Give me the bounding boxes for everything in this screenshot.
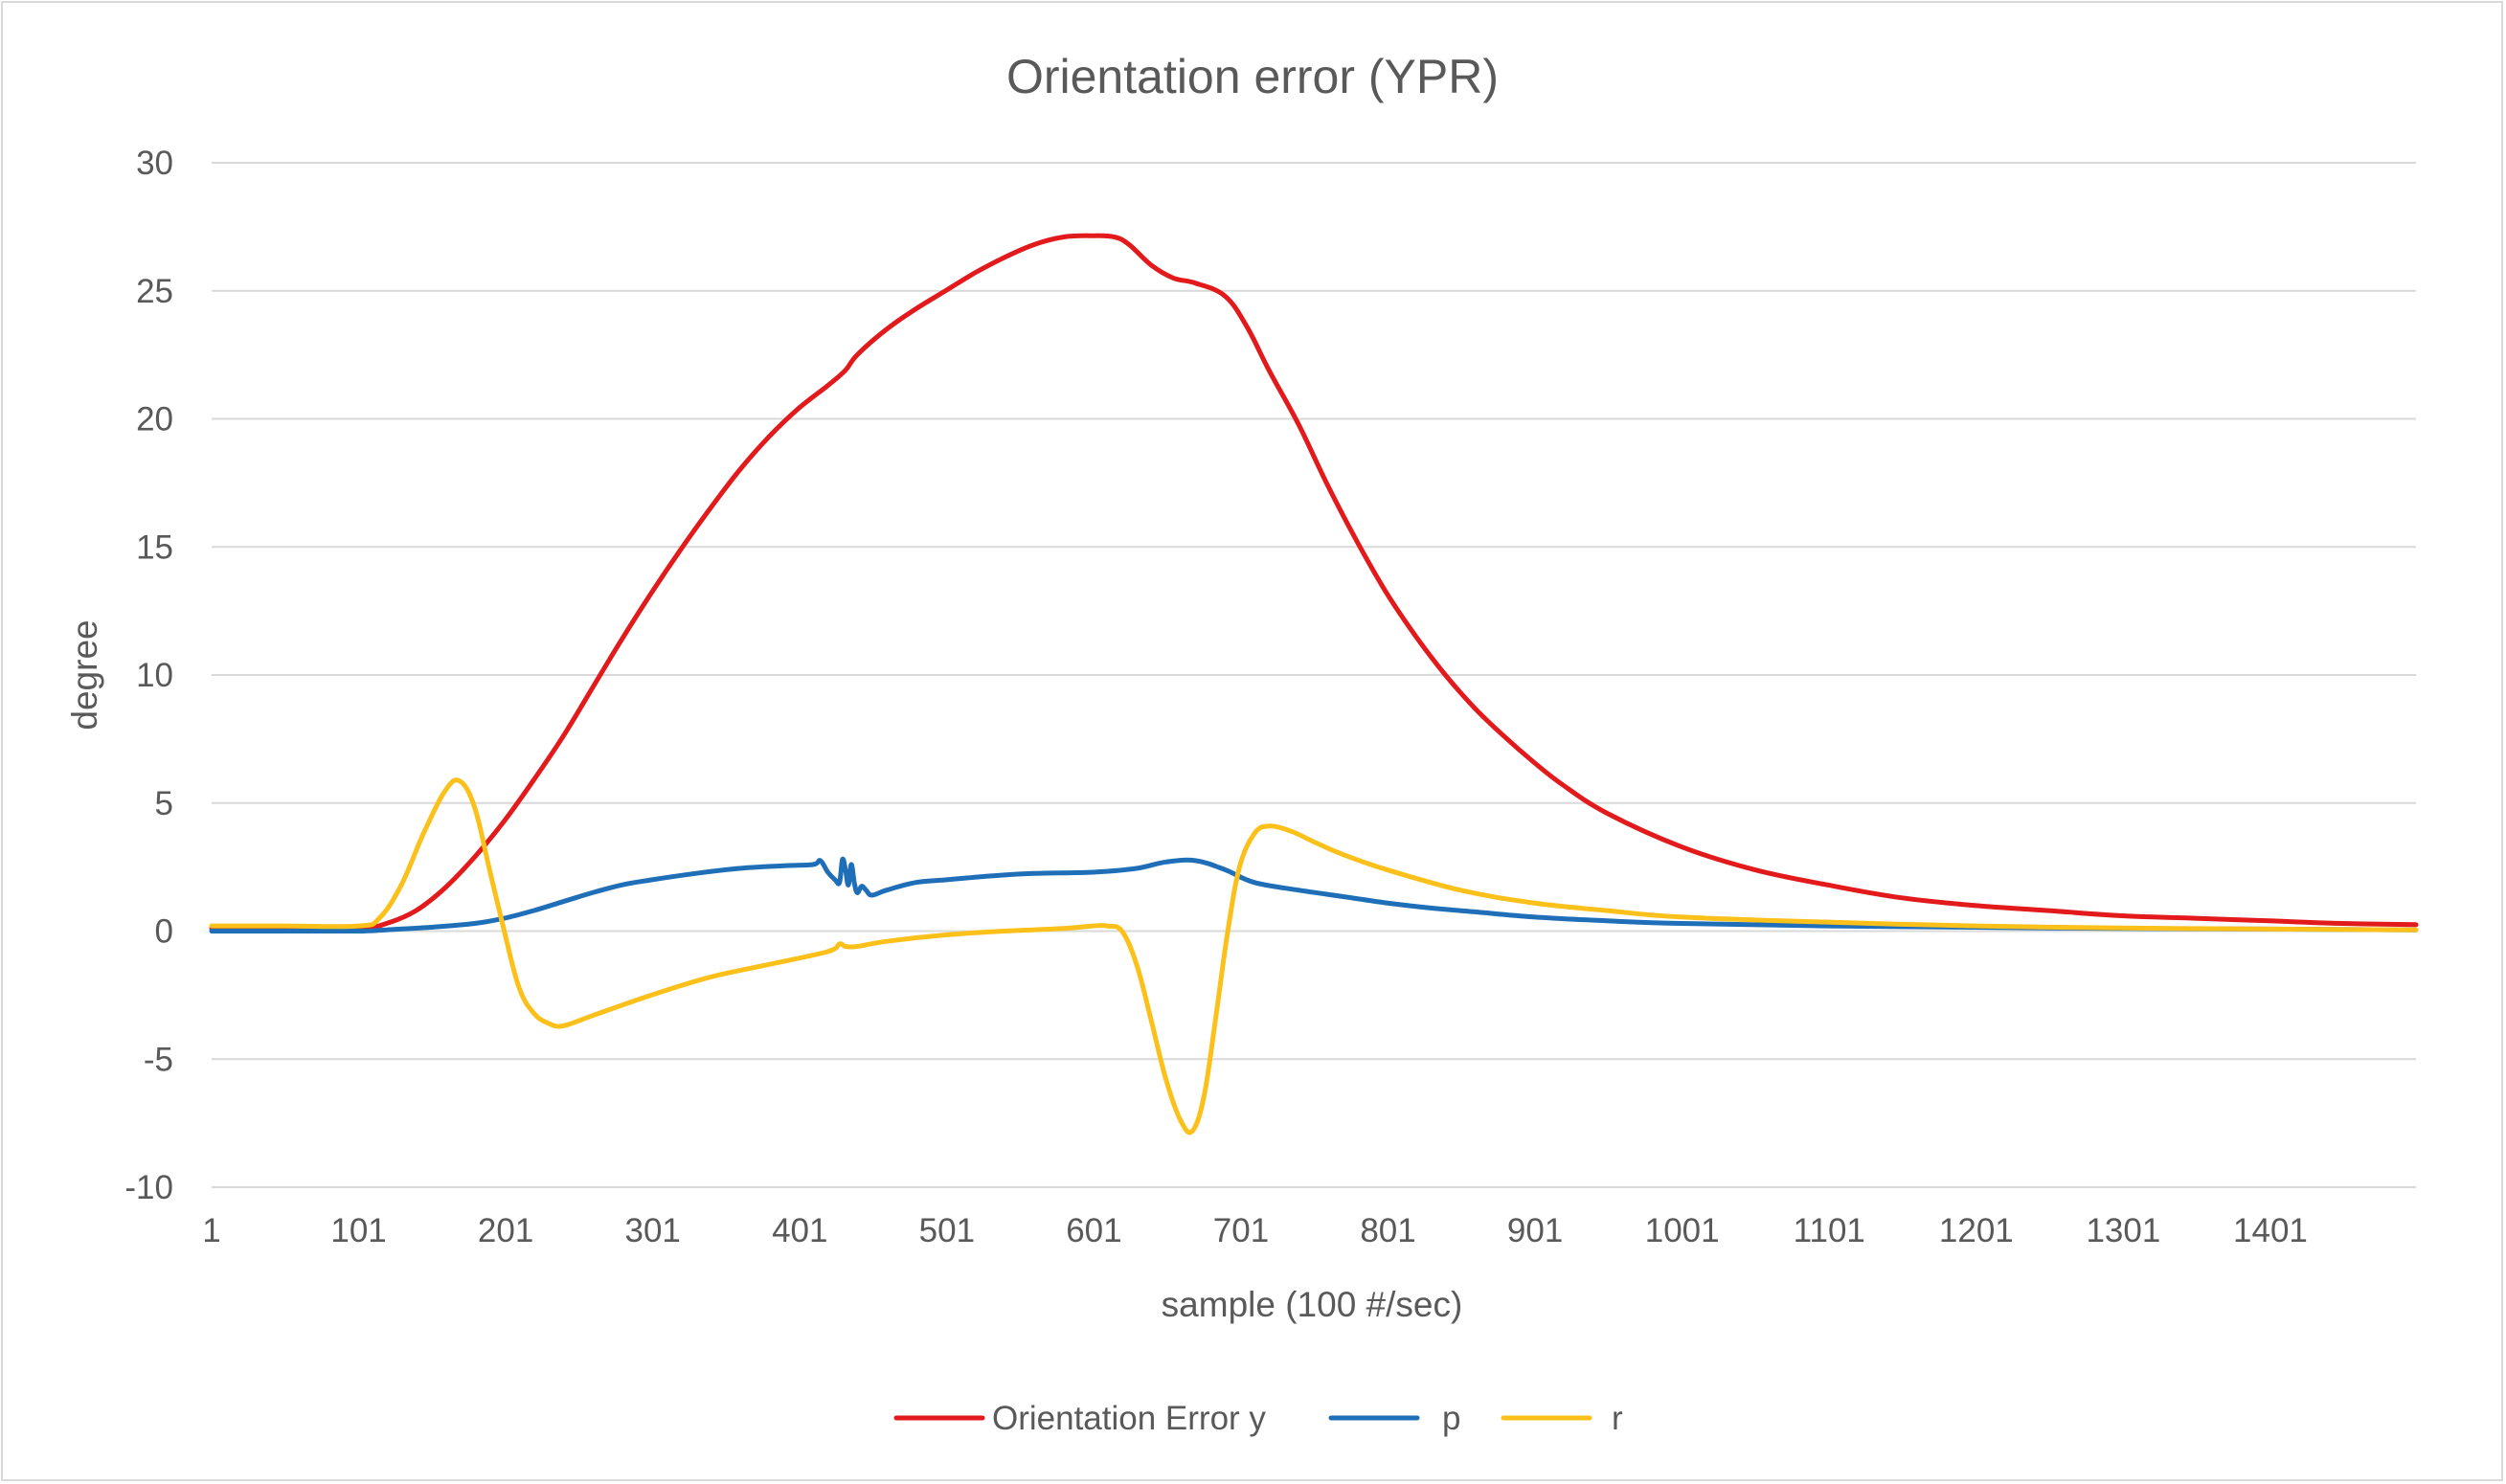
x-tick-label: 1 — [202, 1212, 220, 1249]
x-tick-label: 1001 — [1645, 1212, 1720, 1249]
y-tick-label: 10 — [136, 657, 173, 694]
series-line-r — [209, 777, 2419, 1135]
x-tick-label: 301 — [625, 1212, 681, 1249]
chart-title: Orientation error (YPR) — [1006, 50, 1499, 103]
y-tick-label: 30 — [136, 145, 173, 182]
x-tick-label: 601 — [1066, 1212, 1121, 1249]
x-tick-label: 201 — [478, 1212, 533, 1249]
y-tick-label: -5 — [144, 1041, 173, 1078]
x-tick-label: 1101 — [1794, 1212, 1865, 1249]
series-line-p — [209, 856, 2419, 934]
x-tick-label: 801 — [1360, 1212, 1415, 1249]
legend-label: Orientation Error y — [992, 1400, 1266, 1437]
y-tick-label: 15 — [136, 528, 173, 566]
gridlines — [212, 162, 2416, 1188]
y-axis-label: degree — [65, 619, 104, 730]
y-tick-label: 25 — [136, 273, 173, 310]
y-tick-label: -10 — [124, 1169, 173, 1206]
y-tick-label: 5 — [155, 785, 173, 822]
y-axis-ticks: 30 25 20 15 10 5 0 -5 -10 — [124, 145, 173, 1206]
x-axis-ticks: 1 101 201 301 401 501 601 701 801 901 1001 1101 1201… — [202, 1212, 2308, 1249]
series-lines — [209, 233, 2419, 1135]
x-tick-label: 1401 — [2233, 1212, 2308, 1249]
y-tick-label: 20 — [136, 401, 173, 438]
y-tick-label: 0 — [155, 913, 173, 951]
x-tick-label: 101 — [330, 1212, 386, 1249]
x-tick-label: 1301 — [2086, 1212, 2160, 1249]
legend-label: r — [1612, 1400, 1623, 1437]
x-tick-label: 401 — [772, 1212, 827, 1249]
x-tick-label: 1201 — [1939, 1212, 2014, 1249]
x-tick-label: 501 — [919, 1212, 975, 1249]
x-tick-label: 901 — [1507, 1212, 1563, 1249]
legend-label: p — [1442, 1400, 1460, 1437]
series-line-y — [209, 233, 2419, 932]
x-axis-label: sample (100 #/sec) — [1162, 1285, 1463, 1324]
legend: Orientation Error y p r — [893, 1400, 1623, 1437]
x-tick-label: 701 — [1213, 1212, 1269, 1249]
